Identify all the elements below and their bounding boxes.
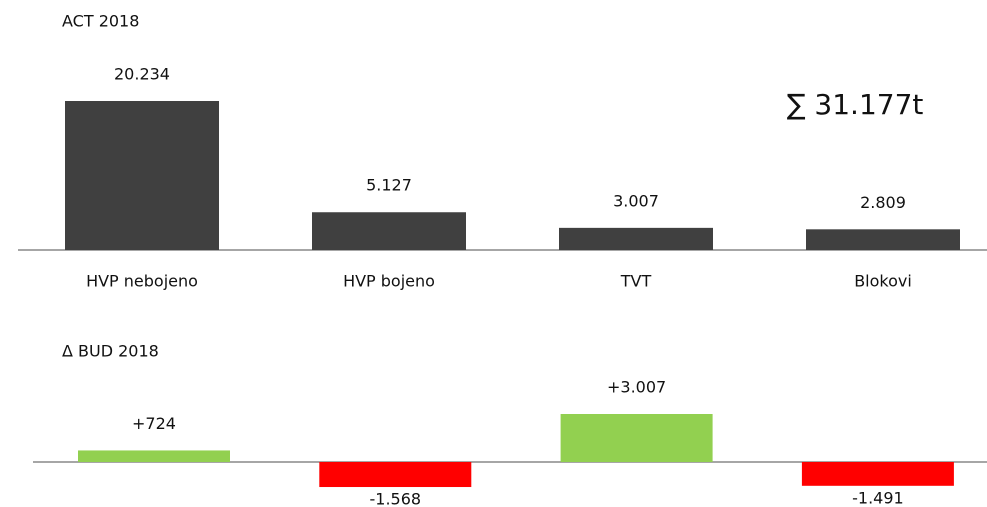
value-label: -1.568: [370, 490, 422, 507]
category-label: HVP bojeno: [343, 272, 435, 291]
bar: [65, 101, 219, 250]
bar: [801, 462, 954, 486]
bar: [806, 229, 960, 250]
value-label: 20.234: [114, 65, 170, 84]
bar: [78, 450, 230, 462]
value-label: +724: [132, 414, 176, 433]
value-label: -1.491: [852, 488, 904, 507]
bar: [312, 212, 466, 250]
bar: [559, 227, 713, 250]
value-label: 5.127: [366, 176, 412, 195]
chart-title: Δ BUD 2018: [62, 342, 159, 361]
category-label: TVT: [620, 272, 652, 291]
category-label: Blokovi: [854, 272, 912, 291]
value-label: +3.007: [607, 378, 666, 397]
sum-annotation: ∑ 31.177t: [787, 88, 924, 121]
chart-title: ACT 2018: [62, 12, 139, 31]
category-label: HVP nebojeno: [86, 272, 198, 291]
bar: [319, 462, 472, 488]
value-label: 3.007: [613, 191, 659, 210]
bar: [560, 414, 713, 462]
value-label: 2.809: [860, 193, 906, 212]
